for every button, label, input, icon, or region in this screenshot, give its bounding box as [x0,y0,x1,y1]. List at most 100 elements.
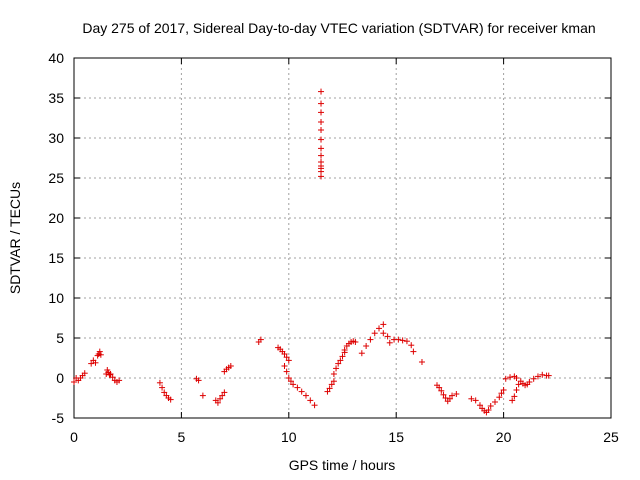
data-point [326,385,333,392]
x-axis-label: GPS time / hours [289,457,396,473]
data-point [468,395,475,402]
data-point [328,381,335,388]
data-point [487,403,494,409]
data-point [403,338,410,345]
data-point [408,342,415,349]
data-point [446,395,453,402]
data-point [107,371,114,377]
data-point [399,337,406,344]
data-point [485,407,492,413]
data-point [96,348,103,355]
data-point [376,325,383,332]
data-point [283,354,290,361]
y-tick-label: 25 [48,170,64,186]
data-point [380,330,387,337]
data-point [88,360,95,367]
y-tick-label: 5 [56,330,64,346]
data-point [285,375,292,381]
data-point [318,173,325,180]
data-point [410,348,417,355]
data-point [384,333,391,340]
data-point [337,357,344,364]
axis-ticks: 0 5 10 15 20 25 -5 0 5 10 15 20 25 30 35 40 [48,50,619,445]
y-tick-label: 35 [48,90,64,106]
data-point [507,374,514,381]
y-tick-label: 0 [56,370,64,386]
data-point [217,395,224,402]
data-point [534,373,541,380]
data-point [513,375,520,381]
data-point [395,336,402,343]
data-point [492,399,499,405]
data-point [341,347,348,353]
y-tick-label: 10 [48,290,64,306]
x-tick-label: 25 [603,429,619,445]
data-point [109,374,116,381]
data-point [363,343,370,349]
data-point [294,384,301,391]
data-point [352,339,359,345]
chart-title: Day 275 of 2017, Sidereal Day-to-day VTE… [82,20,595,36]
data-point [219,392,226,399]
data-point [281,351,288,357]
data-point [318,109,325,116]
data-point [530,375,537,382]
data-point [318,88,325,95]
data-point [502,375,509,382]
data-point [476,402,483,409]
data-point [513,387,520,393]
data-point [285,357,292,364]
y-tick-label: 30 [48,130,64,146]
data-point [116,377,123,384]
data-point [161,389,168,396]
data-point [330,378,337,385]
data-point [214,399,221,406]
data-point [335,360,342,367]
data-point [318,127,325,133]
data-point [71,379,77,385]
data-point [526,379,533,385]
data-point [498,390,505,397]
data-point [545,372,552,379]
data-point [318,119,325,125]
data-point [159,384,166,391]
data-point [307,397,314,404]
data-point [442,395,449,401]
data-point [324,388,331,395]
data-point [367,336,374,343]
data-point [311,402,318,409]
y-tick-label: 40 [48,50,64,66]
data-point [386,339,393,346]
x-tick-label: 5 [178,429,186,445]
data-point [199,392,206,399]
data-point [298,388,305,395]
data-point [290,381,297,388]
x-tick-label: 10 [281,429,297,445]
data-point [106,371,113,378]
data-point [453,391,460,397]
data-point [97,351,104,358]
data-point [221,389,228,396]
y-tick-label: 20 [48,210,64,226]
x-tick-label: 15 [388,429,404,445]
data-point [440,391,447,398]
data-point [496,394,503,401]
data-point [318,136,325,143]
x-tick-label: 0 [70,429,78,445]
data-point [92,359,99,366]
y-tick-label: -5 [52,410,65,426]
data-point [333,365,340,372]
data-point [358,350,365,357]
data-point [449,392,456,399]
data-point [500,387,507,393]
data-point [257,336,264,343]
y-axis-label: SDTVAR / TECUs [7,182,23,294]
data-point [318,100,325,107]
data-point [227,363,234,369]
data-point [509,397,516,404]
data-point [195,377,202,384]
data-point [438,387,445,394]
data-point [339,353,346,360]
data-point [81,370,88,377]
